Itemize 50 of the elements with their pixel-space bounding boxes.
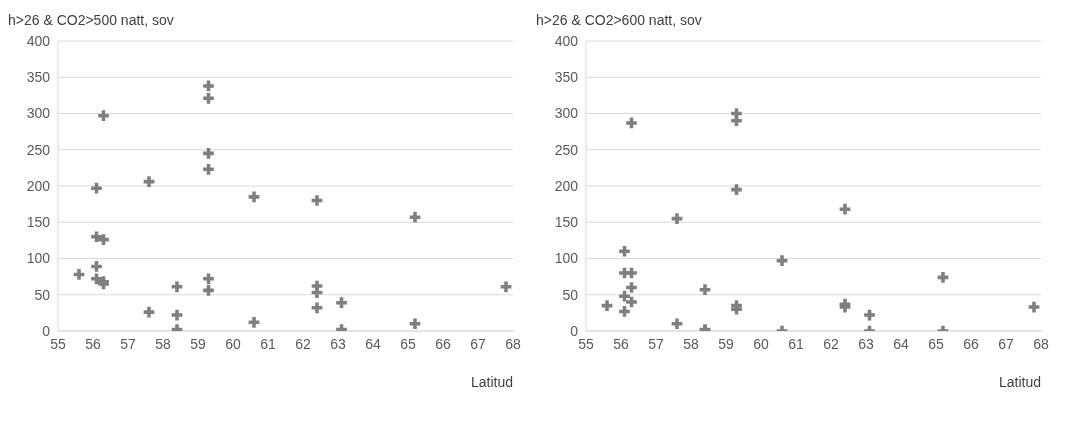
y-tick-label: 100 [26, 250, 51, 267]
y-tick-label: 0 [42, 322, 51, 339]
x-axis-title: Latitud [998, 374, 1041, 390]
y-tick-label: 250 [26, 141, 51, 158]
x-tick-label: 67 [998, 335, 1014, 352]
x-tick-label: 59 [718, 335, 734, 352]
x-tick-label: 66 [963, 335, 979, 352]
x-tick-label: 68 [1033, 335, 1049, 352]
chart-title: h>26 & CO2>500 natt, sov [8, 12, 174, 28]
x-tick-label: 64 [893, 335, 909, 352]
y-tick-label: 150 [26, 214, 51, 231]
y-tick-label: 150 [554, 214, 579, 231]
x-axis-title: Latitud [470, 374, 513, 390]
y-tick-label: 250 [554, 141, 579, 158]
x-tick-label: 60 [225, 335, 241, 352]
x-tick-label: 61 [788, 335, 804, 352]
y-tick-label: 300 [26, 105, 51, 122]
x-tick-label: 68 [505, 335, 521, 352]
x-tick-label: 67 [470, 335, 486, 352]
y-tick-label: 0 [570, 322, 579, 339]
x-tick-label: 57 [648, 335, 664, 352]
x-tick-label: 57 [120, 335, 136, 352]
x-tick-label: 65 [400, 335, 416, 352]
x-tick-label: 66 [435, 335, 451, 352]
y-tick-label: 50 [562, 286, 579, 303]
y-tick-label: 200 [26, 177, 51, 194]
x-tick-label: 64 [365, 335, 381, 352]
x-tick-label: 65 [928, 335, 944, 352]
y-tick-label: 400 [26, 32, 51, 49]
x-tick-label: 55 [50, 335, 66, 352]
x-tick-label: 58 [683, 335, 699, 352]
x-tick-label: 62 [823, 335, 839, 352]
x-tick-label: 56 [613, 335, 629, 352]
x-tick-label: 63 [330, 335, 346, 352]
y-tick-label: 200 [554, 177, 579, 194]
chart-title: h>26 & CO2>600 natt, sov [536, 12, 702, 28]
x-tick-label: 59 [190, 335, 206, 352]
y-tick-label: 50 [34, 286, 51, 303]
x-tick-label: 58 [155, 335, 171, 352]
y-tick-label: 300 [554, 105, 579, 122]
y-tick-label: 400 [554, 32, 579, 49]
x-tick-label: 56 [85, 335, 101, 352]
y-tick-label: 100 [554, 250, 579, 267]
y-tick-label: 350 [26, 69, 51, 86]
x-tick-label: 63 [858, 335, 874, 352]
x-tick-label: 61 [260, 335, 276, 352]
x-tick-label: 60 [753, 335, 769, 352]
x-tick-label: 62 [295, 335, 311, 352]
y-tick-label: 350 [554, 69, 579, 86]
x-tick-label: 55 [578, 335, 594, 352]
